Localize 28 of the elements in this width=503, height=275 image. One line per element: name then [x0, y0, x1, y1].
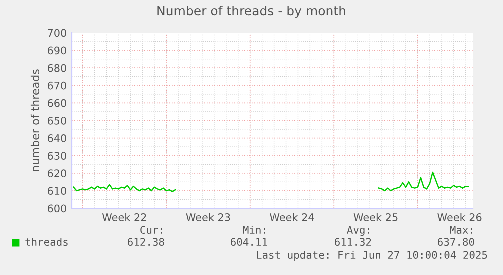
text: Last update: Fri Jun 27 10:00:04 2025 — [257, 250, 488, 262]
y-tick-label: 640 — [48, 134, 66, 142]
x-tick-label: Week 22 — [102, 213, 146, 222]
x-tick-label: Week 25 — [354, 213, 398, 222]
y-axis-title: number of threads — [30, 70, 40, 172]
y-tick-label: 630 — [48, 152, 66, 160]
legend-label: threads — [26, 238, 68, 246]
text: Cur: — [140, 226, 162, 234]
y-tick-label: 610 — [48, 187, 66, 196]
y-tick-label: 650 — [48, 116, 66, 125]
y-tick-label: 600 — [48, 204, 66, 213]
y-tick-label: 620 — [48, 170, 66, 178]
text: 612.38 — [128, 238, 164, 246]
text: 604.11 — [231, 238, 268, 246]
text: Min: — [243, 226, 266, 234]
text: 611.32 — [335, 238, 372, 246]
text: Max: — [450, 226, 472, 234]
x-tick-label: Week 26 — [438, 213, 482, 222]
x-tick-label: Week 24 — [270, 213, 314, 222]
y-tick-label: 670 — [48, 82, 66, 90]
y-tick-label: 700 — [48, 29, 66, 38]
text: 637.80 — [438, 238, 474, 246]
chart-title: Number of threads - by month — [158, 6, 346, 18]
text: Avg: — [347, 226, 370, 236]
x-tick-label: Week 23 — [186, 213, 230, 222]
y-tick-label: 660 — [48, 99, 66, 108]
y-tick-label: 680 — [48, 64, 66, 72]
y-tick-label: 690 — [48, 46, 66, 55]
